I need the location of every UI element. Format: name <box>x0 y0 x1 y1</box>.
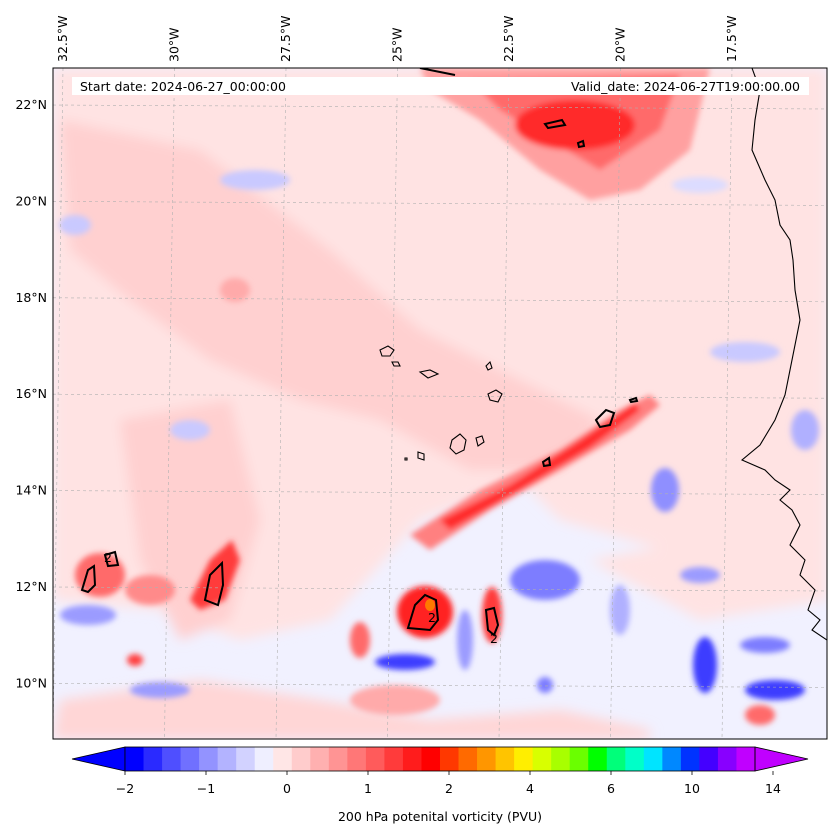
colorbar-segment <box>273 747 293 771</box>
lon-tick-label: 30°W <box>167 27 182 62</box>
colorbar-tick-label: 4 <box>526 781 534 796</box>
graticule <box>53 68 827 739</box>
coastline <box>379 68 827 641</box>
colorbar-segment <box>699 747 719 771</box>
colorbar-segment <box>143 747 163 771</box>
contour-label: 2 <box>490 631 498 646</box>
grid-line-lon <box>721 68 733 739</box>
colorbar-segment <box>180 747 200 771</box>
colorbar-outline <box>124 746 756 772</box>
colorbar-segment <box>551 747 571 771</box>
colorbar-segment <box>662 747 682 771</box>
colorbar-segment <box>421 747 441 771</box>
africa-coast <box>740 68 827 641</box>
contour-labels: 2 2 2 <box>104 550 498 646</box>
colorbar-tick-label: 1 <box>364 781 372 796</box>
colorbar-extend-low <box>71 746 126 772</box>
colorbar-segment <box>625 747 645 771</box>
lon-tick-label: 22.5°W <box>501 16 516 62</box>
colorbar-segment <box>384 747 404 771</box>
colorbar-segment <box>217 747 237 771</box>
grid-line-lon <box>275 68 287 739</box>
colorbar-segment <box>125 747 145 771</box>
colorbar-segment <box>569 747 589 771</box>
lon-tick-label: 20°W <box>613 27 628 62</box>
colorbar-segment <box>680 747 700 771</box>
colorbar-segment <box>291 747 311 771</box>
colorbar-segment <box>199 747 219 771</box>
colorbar-segment <box>402 747 422 771</box>
colorbar-segment <box>532 747 552 771</box>
colorbar-segment <box>514 747 534 771</box>
valid-date-label: Valid_date: 2024-06-27T19:00:00.00 <box>571 79 800 94</box>
colorbar-ticks: −2 −1 0 1 2 4 6 10 14 <box>116 771 781 796</box>
colorbar-tick-label: 6 <box>607 781 615 796</box>
colorbar-segment <box>643 747 663 771</box>
lat-tick-label: 22°N <box>15 97 47 112</box>
grid-line-lon <box>164 68 175 739</box>
lat-tick-label: 14°N <box>15 483 47 498</box>
colorbar-tick-label: 14 <box>765 781 781 796</box>
colorbar-segment <box>162 747 182 771</box>
colorbar-segment <box>440 747 460 771</box>
contour-2pvu <box>80 68 639 637</box>
lat-tick-label: 10°N <box>15 675 47 690</box>
colorbar-segment <box>477 747 497 771</box>
colorbar-segment <box>347 747 367 771</box>
colorbar-segment <box>236 747 256 771</box>
colorbar-segment <box>736 747 756 771</box>
lat-tick-label: 12°N <box>15 579 47 594</box>
longitude-labels: 32.5°W 30°W 27.5°W 25°W 22.5°W 20°W 17.5°W <box>55 16 739 62</box>
colorbar-segment <box>458 747 478 771</box>
colorbar-tick-label: 10 <box>684 781 700 796</box>
header-strip <box>72 77 809 95</box>
colorbar-segment <box>495 747 515 771</box>
colorbar-segment <box>717 747 737 771</box>
colorbar <box>71 746 809 772</box>
grid-line-lon <box>53 68 64 739</box>
colorbar-segment <box>310 747 330 771</box>
colorbar-extend-high <box>754 746 809 772</box>
contour-label: 2 <box>428 610 436 625</box>
grid-line-lon <box>498 68 510 739</box>
colorbar-segment <box>254 747 274 771</box>
lon-tick-label: 25°W <box>390 27 405 62</box>
lon-tick-label: 32.5°W <box>55 16 70 62</box>
lat-tick-label: 20°N <box>15 193 47 208</box>
lat-tick-label: 18°N <box>15 290 47 305</box>
colorbar-tick-label: 2 <box>445 781 453 796</box>
lon-tick-label: 17.5°W <box>724 16 739 62</box>
start-date-label: Start date: 2024-06-27_00:00:00 <box>80 79 286 94</box>
lon-tick-label: 27.5°W <box>278 16 293 62</box>
colorbar-segment <box>365 747 385 771</box>
map-frame <box>52 67 828 740</box>
colorbar-segment <box>588 747 608 771</box>
colorbar-tick-label: −2 <box>116 781 134 796</box>
latitude-labels: 22°N 20°N 18°N 16°N 14°N 12°N 10°N <box>15 97 47 690</box>
colorbar-label: 200 hPa potenital vorticity (PVU) <box>338 809 542 824</box>
colorbar-tick-label: −1 <box>197 781 215 796</box>
grid-line-lon <box>387 68 398 739</box>
grid-line-lon <box>610 68 621 739</box>
pv-max-orange <box>425 599 435 611</box>
pv-field-positive <box>75 68 775 725</box>
colorbar-segment <box>606 747 626 771</box>
colorbar-tick-label: 0 <box>283 781 291 796</box>
colorbar-segment <box>328 747 348 771</box>
contour-label: 2 <box>104 550 112 565</box>
pv-field-negative <box>59 170 819 700</box>
cape-verde-islands <box>379 345 503 461</box>
pv-map: 2 2 2 <box>53 68 827 739</box>
pv-field-light <box>53 68 827 739</box>
lat-tick-label: 16°N <box>15 386 47 401</box>
